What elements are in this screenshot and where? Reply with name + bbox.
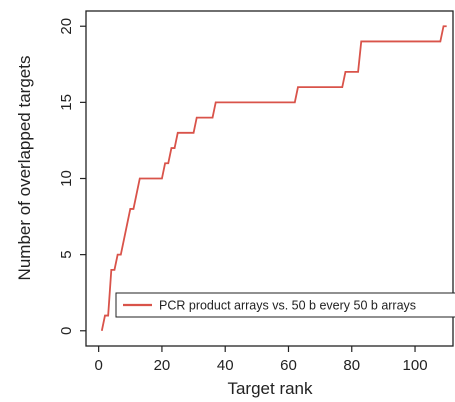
y-tick-label: 10	[58, 170, 75, 187]
y-axis: 0 5 10 15 20	[58, 18, 86, 335]
x-tick-label: 0	[94, 357, 102, 374]
x-tick-label: 100	[403, 357, 428, 374]
series-layer	[100, 25, 447, 331]
x-tick-label: 60	[280, 357, 297, 374]
y-tick-label: 20	[58, 18, 75, 35]
x-tick-label: 80	[343, 357, 360, 374]
legend-box	[115, 292, 455, 318]
y-tick-label: 15	[58, 94, 75, 111]
legend-label: PCR product arrays vs. 50 b every 50 b a…	[159, 299, 416, 313]
y-axis-title: Number of overlapped targets	[15, 56, 34, 281]
series-line	[100, 25, 447, 331]
x-axis: 0 20 40 60 80 100	[94, 346, 428, 374]
x-axis-title: Target rank	[227, 379, 313, 398]
y-tick-label: 5	[58, 250, 75, 258]
x-tick-label: 40	[217, 357, 234, 374]
y-tick-label: 0	[58, 327, 75, 335]
legend: PCR product arrays vs. 50 b every 50 b a…	[115, 292, 455, 318]
x-tick-label: 20	[154, 357, 171, 374]
